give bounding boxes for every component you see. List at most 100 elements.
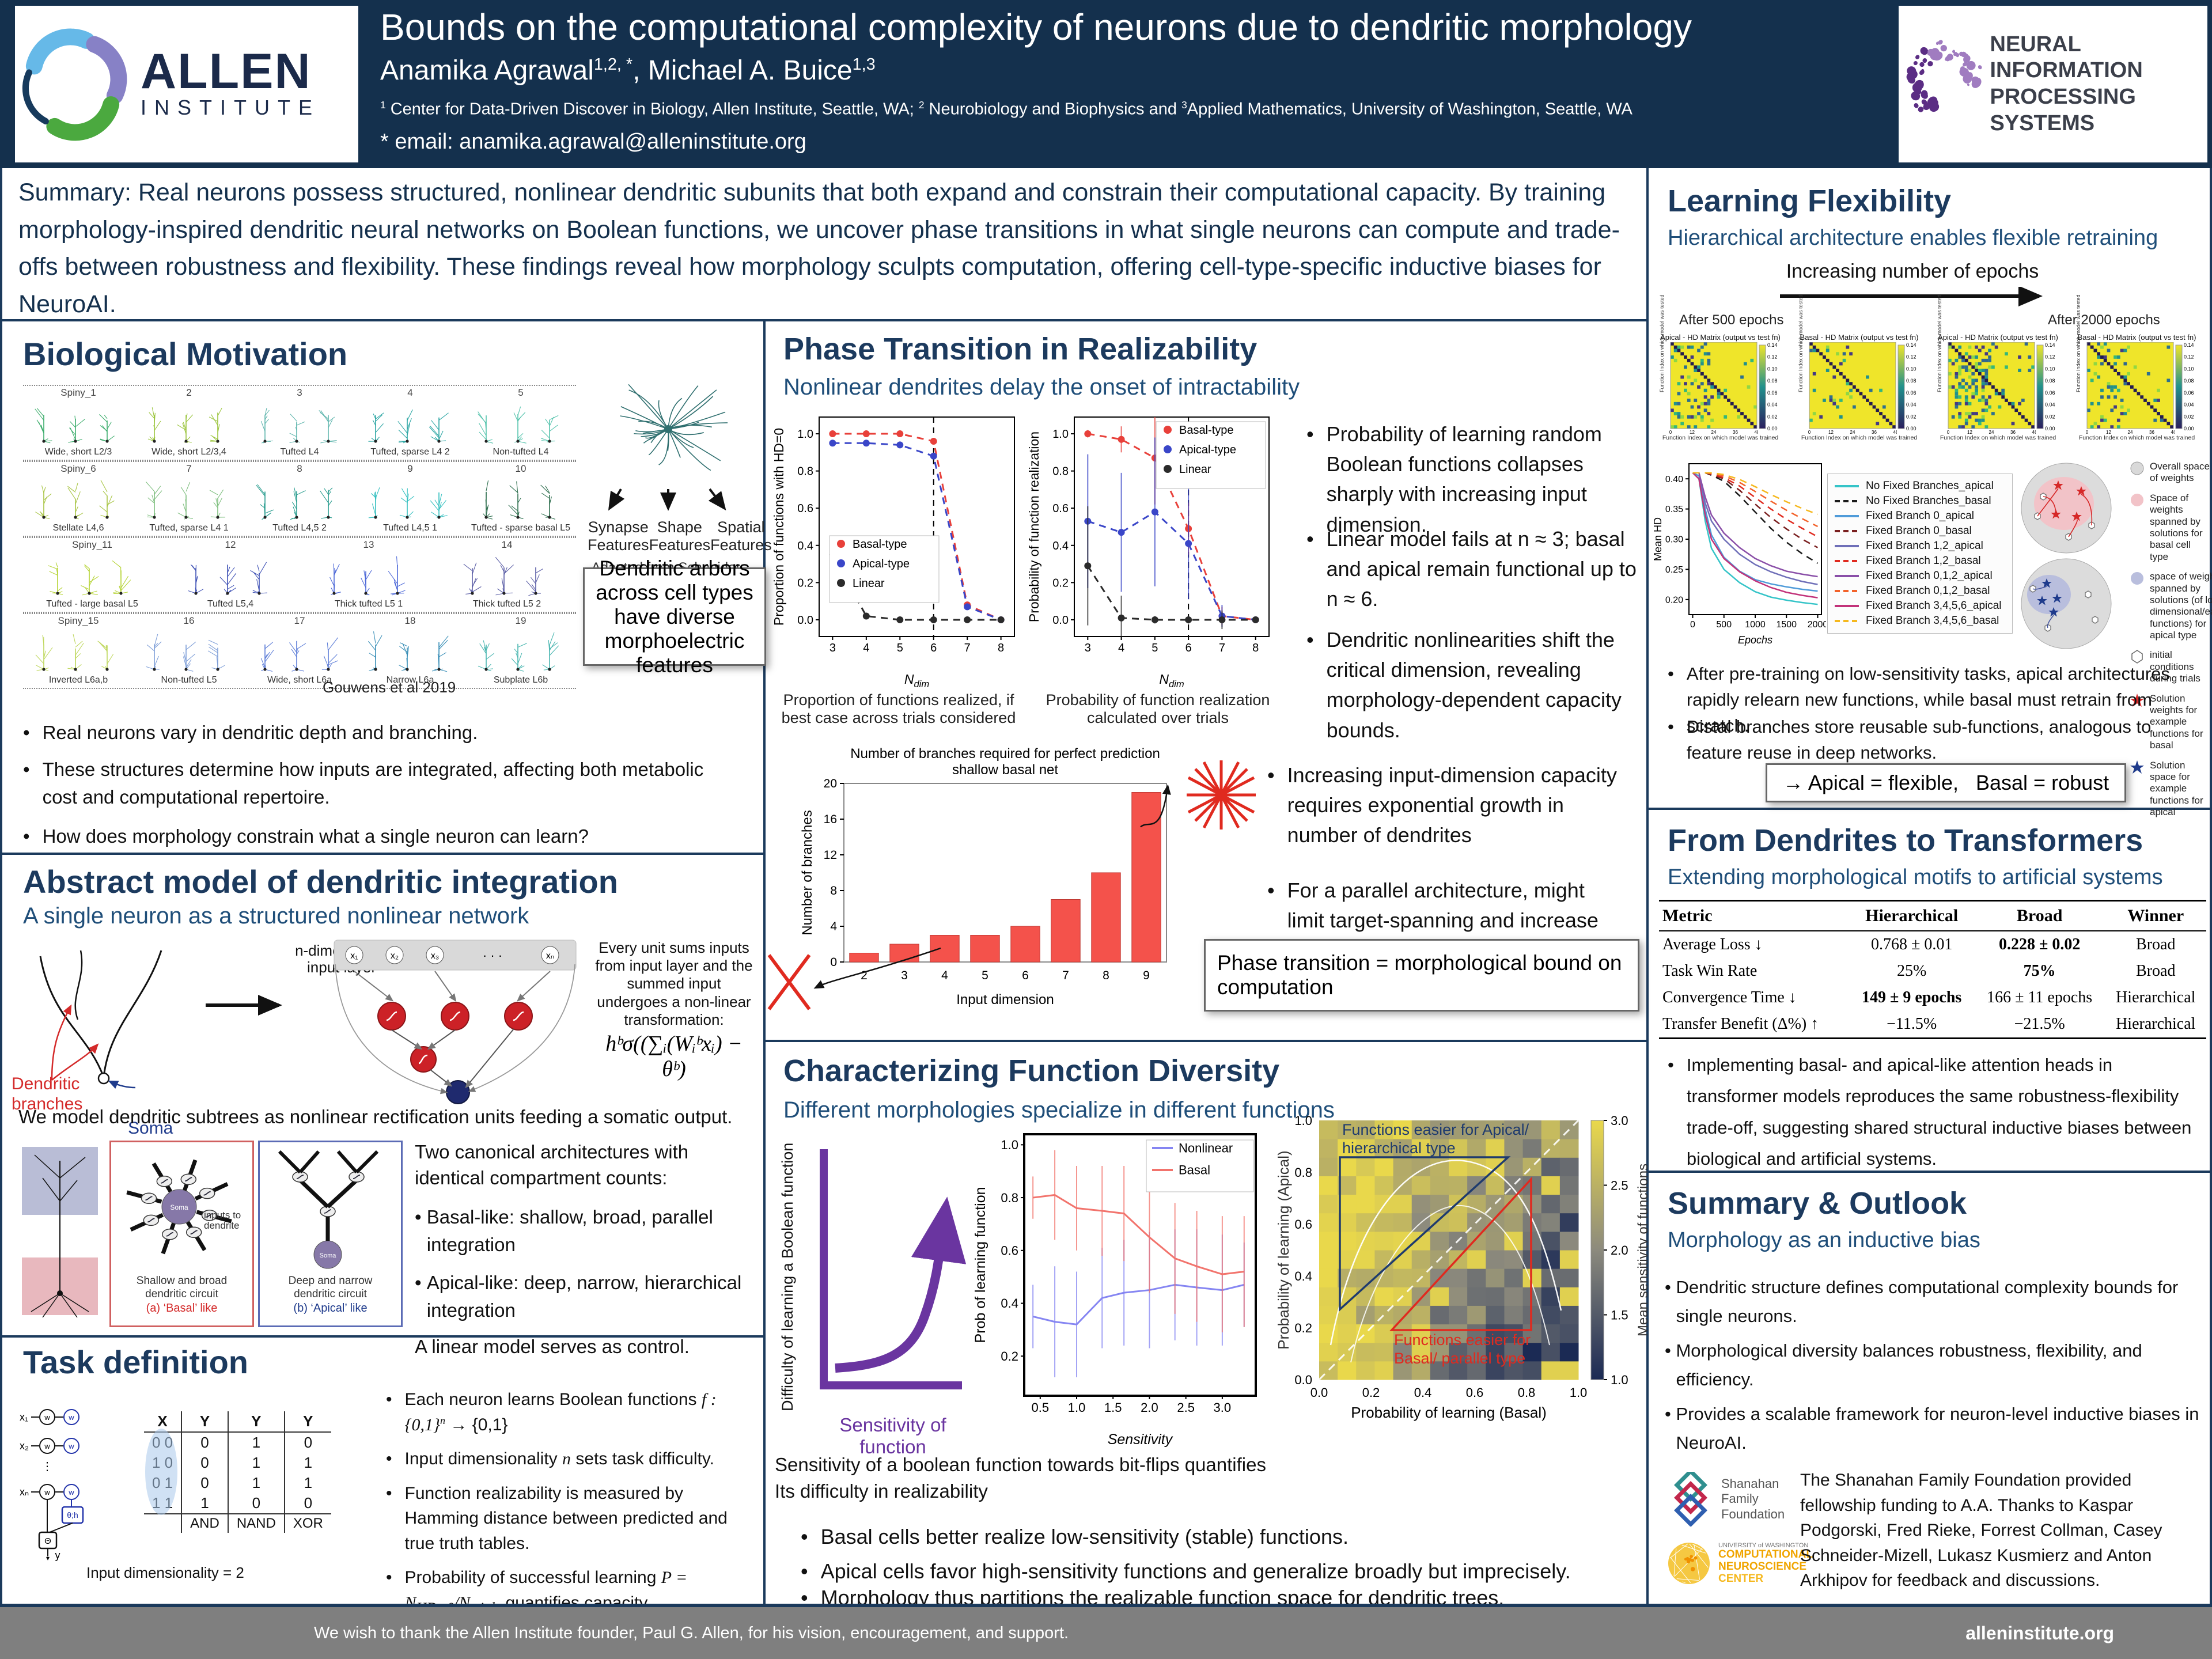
svg-text:0.0: 0.0 [1294, 1373, 1312, 1387]
svg-text:0.20: 0.20 [1665, 595, 1683, 605]
heatmap-cell [1319, 1176, 1338, 1195]
arch-control: A linear model serves as control. [415, 1336, 690, 1358]
svg-text:36: 36 [2149, 430, 2154, 434]
transformers-bullet: Implementing basal- and apical-like atte… [1668, 1050, 2198, 1175]
legend-item: Fixed Branch 0_basal [1835, 525, 1972, 537]
diversity-bullet-1: Basal cells better realize low-sensitivi… [801, 1522, 1630, 1552]
task-heading: Task definition [23, 1344, 248, 1380]
svg-text:0.14: 0.14 [1767, 342, 1778, 348]
svg-text:0.06: 0.06 [2184, 390, 2194, 396]
heatmap-cell [1541, 1324, 1560, 1343]
svg-text:w: w [44, 1442, 50, 1450]
abstract-heading: Abstract model of dendritic integration [23, 863, 618, 900]
heatmap-cell [1541, 1213, 1560, 1232]
feature-arrows-icon [608, 488, 726, 511]
svg-text:0.8: 0.8 [797, 465, 813, 478]
svg-text:1.0: 1.0 [797, 428, 813, 441]
bio-bullet-2: These structures determine how inputs ar… [23, 756, 737, 811]
morphology-cell: 7 Tufted, sparse L4 1 [134, 463, 244, 535]
outlook-heading: Summary & Outlook [1668, 1186, 1967, 1221]
footer-website: alleninstitute.org [1965, 1622, 2114, 1643]
heatmap-cell [1522, 1194, 1542, 1214]
task-bullet-2: Input dimensionality n sets task difficu… [386, 1446, 757, 1472]
transformers-subtitle: Extending morphological motifs to artifi… [1668, 865, 2163, 889]
poster-title: Bounds on the computational complexity o… [380, 6, 1692, 48]
heatmap-cell [1486, 1250, 1505, 1269]
heatmap-cell [1504, 1139, 1524, 1158]
heatmap-cell [1319, 1213, 1338, 1232]
heatmap-cell [1393, 1305, 1412, 1325]
model-text: We model dendritic subtrees as nonlinear… [18, 1106, 733, 1127]
heatmap-cell [1411, 1250, 1431, 1269]
heatmap-cell [1449, 1176, 1468, 1195]
heatmap-cell [1504, 1361, 1524, 1380]
svg-text:Input dimension: Input dimension [956, 992, 1054, 1007]
svg-text:Proportion of functions with H: Proportion of functions with HD=0 [772, 428, 786, 626]
svg-text:Ndim: Ndim [904, 672, 930, 688]
heatmap-cell [1486, 1268, 1505, 1287]
heatmap-cell [1449, 1213, 1468, 1232]
bar [889, 944, 919, 963]
allen-logo-icon [22, 28, 127, 141]
svg-text:48: 48 [2032, 430, 2035, 434]
heatmap-cell [1486, 1324, 1505, 1343]
svg-text:24: 24 [1988, 430, 1994, 434]
svg-text:12: 12 [1828, 430, 1834, 434]
table-row: Task Win Rate 25% 75% Broad [1662, 962, 2176, 980]
divider [763, 319, 766, 1605]
legend-item: No Fixed Branches_basal [1835, 495, 1991, 507]
svg-text:7: 7 [1219, 642, 1225, 654]
outlook-bullet-2: • Morphological diversity balances robus… [1665, 1340, 2142, 1389]
heatmap-cell [1356, 1120, 1375, 1139]
line-series [1032, 1194, 1244, 1275]
line-series [1692, 472, 1819, 564]
heatmap-cell [1486, 1139, 1505, 1158]
table-row: Transfer Benefit (Δ%) ↑ −11.5% −21.5% Hiera… [1659, 1011, 2206, 1039]
line-series [1692, 472, 1819, 548]
svg-text:36: 36 [2010, 430, 2016, 434]
allen-institute-logo: ALLEN INSTITUTE [15, 6, 358, 162]
svg-text:Nonlinear: Nonlinear [1179, 1141, 1233, 1156]
heatmap-cell [1393, 1342, 1412, 1362]
phase-subtitle: Nonlinear dendrites delay the onset of i… [783, 374, 1300, 400]
heatmap-cell [1430, 1342, 1449, 1362]
heatmap-cell [1393, 1324, 1412, 1343]
heatmap-cell [1449, 1342, 1468, 1362]
heatmap-cell [1541, 1361, 1560, 1380]
heatmap-cell [1319, 1194, 1338, 1214]
heatmap-cell [1504, 1120, 1524, 1139]
heatmap-cell [1504, 1342, 1524, 1362]
heatmap-cell [1559, 1139, 1579, 1158]
heatmap-cell [1467, 1342, 1486, 1362]
svg-text:Probability of function realiz: Probability of function realization [1028, 431, 1041, 622]
sensitivity-chart: 0.5 1.0 1.5 2.0 2.5 3.0 0.2 0.4 0.6 0.8 1.0 Sensiti… [972, 1126, 1262, 1452]
table-row: Average Loss ↓ 0.768 ± 0.01 0.228 ± 0.02 Br… [1662, 935, 2176, 953]
chart-svg: 3 4 5 6 7 8 0.0 0.2 0.4 0.6 0.8 1.0 Ndim Probability … [1027, 416, 1270, 690]
phase-heading: Phase Transition in Realizability [783, 332, 1257, 366]
transform-text: Every unit sums inputs from input layer … [595, 939, 753, 1028]
svg-text:12: 12 [2106, 430, 2111, 434]
svg-text:0.2: 0.2 [797, 577, 813, 589]
bio-bullet-3: How does morphology constrain what a sin… [23, 823, 737, 850]
svg-text:0: 0 [1946, 430, 1949, 434]
svg-text:48: 48 [2171, 430, 2174, 434]
svg-text:0.6: 0.6 [1294, 1217, 1312, 1232]
divider [1649, 808, 2212, 810]
legend-item: Fixed Branch 0,1,2_apical [1835, 570, 1993, 582]
author-2: , Michael A. Buice [632, 55, 853, 86]
arch-intro: Two canonical architectures with identic… [415, 1141, 689, 1188]
heatmap-cell [1338, 1120, 1357, 1139]
soma-label: Soma [128, 1119, 173, 1138]
svg-text:y: y [55, 1550, 60, 1561]
heatmap-cell [1559, 1361, 1579, 1380]
red-x-icon [767, 954, 811, 1010]
phase-bullet-1: Probability of learning random Boolean f… [1306, 419, 1641, 540]
heatmap-cell [1449, 1287, 1468, 1306]
legend-item: Space of weights spanned by solutions fo… [2124, 493, 2211, 563]
svg-text:▾: ▾ [46, 1554, 50, 1561]
heatmap-cell [1430, 1361, 1449, 1380]
heatmap-cell [1319, 1305, 1338, 1325]
